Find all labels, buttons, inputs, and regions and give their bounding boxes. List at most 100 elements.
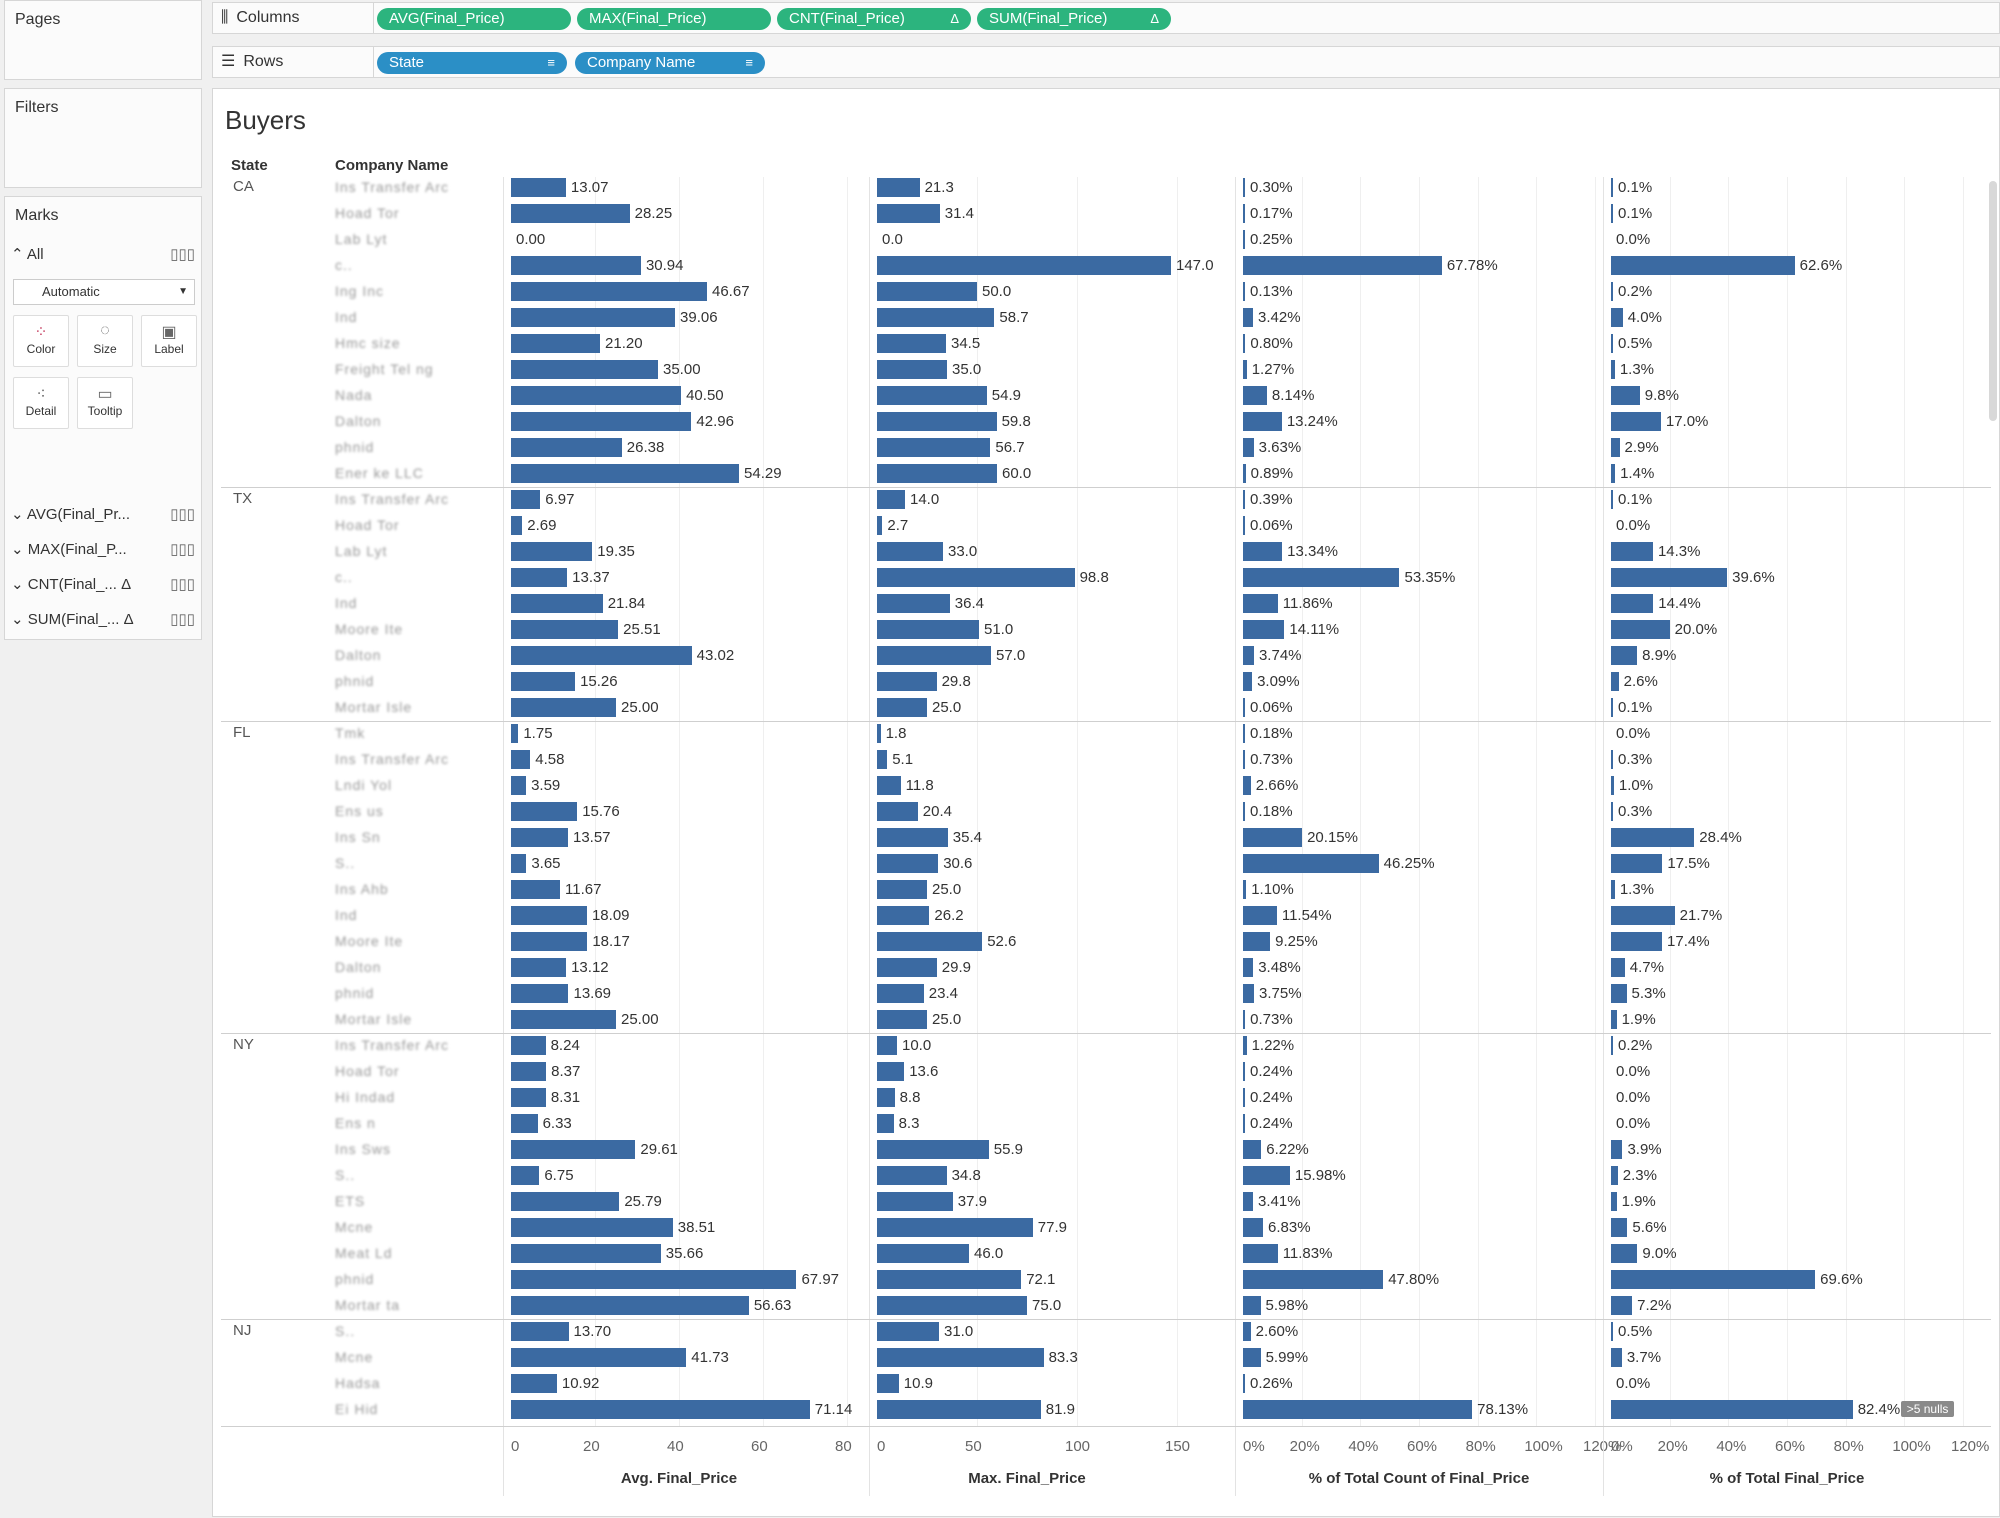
bar-max[interactable]: [877, 672, 937, 691]
bar-sum_pct[interactable]: [1611, 620, 1670, 639]
bar-avg[interactable]: [511, 1010, 616, 1029]
bar-avg[interactable]: [511, 490, 541, 509]
bar-max[interactable]: [877, 256, 1171, 275]
bar-sum_pct[interactable]: [1611, 906, 1675, 925]
bar-cnt_pct[interactable]: [1243, 516, 1245, 535]
bar-cnt_pct[interactable]: [1243, 724, 1245, 743]
bar-max[interactable]: [877, 646, 991, 665]
bar-max[interactable]: [877, 776, 901, 795]
bar-cnt_pct[interactable]: [1243, 1296, 1261, 1315]
bar-sum_pct[interactable]: [1611, 646, 1638, 665]
bar-max[interactable]: [877, 854, 939, 873]
bar-avg[interactable]: [511, 360, 658, 379]
bar-avg[interactable]: [511, 1296, 749, 1315]
bar-avg[interactable]: [511, 1192, 620, 1211]
bar-max[interactable]: [877, 880, 927, 899]
bar-max[interactable]: [877, 490, 905, 509]
bar-cnt_pct[interactable]: [1243, 958, 1254, 977]
bar-cnt_pct[interactable]: [1243, 1218, 1264, 1237]
bar-max[interactable]: [877, 1140, 989, 1159]
rows-shelf[interactable]: ☰ Rows State ≡ Company Name ≡: [212, 46, 2000, 78]
bar-avg[interactable]: [511, 334, 601, 353]
bar-avg[interactable]: [511, 308, 676, 327]
bar-avg[interactable]: [511, 542, 593, 561]
bar-sum_pct[interactable]: [1611, 932, 1663, 951]
bar-max[interactable]: [877, 958, 937, 977]
bar-cnt_pct[interactable]: [1243, 1010, 1246, 1029]
bar-sum_pct[interactable]: [1611, 568, 1728, 587]
bar-max[interactable]: [877, 386, 987, 405]
bar-avg[interactable]: [511, 854, 527, 873]
bar-sum_pct[interactable]: [1611, 1218, 1628, 1237]
bar-avg[interactable]: [511, 1270, 797, 1289]
column-pill-cnt[interactable]: CNT(Final_Price) Δ: [777, 8, 971, 30]
bar-avg[interactable]: [511, 802, 578, 821]
bar-cnt_pct[interactable]: [1243, 1036, 1247, 1055]
measure-avg-row[interactable]: ⌄ AVG(Final_Pr... ▯▯▯: [11, 505, 195, 523]
bar-cnt_pct[interactable]: [1243, 984, 1254, 1003]
pages-card[interactable]: Pages: [4, 0, 202, 80]
bar-cnt_pct[interactable]: [1243, 1322, 1251, 1341]
bar-max[interactable]: [877, 1088, 895, 1107]
bar-avg[interactable]: [511, 1218, 673, 1237]
bar-max[interactable]: [877, 516, 883, 535]
bar-max[interactable]: [877, 360, 947, 379]
bar-cnt_pct[interactable]: [1243, 1244, 1278, 1263]
bar-sum_pct[interactable]: [1611, 542, 1653, 561]
bar-max[interactable]: [877, 1322, 939, 1341]
bar-avg[interactable]: [511, 984, 569, 1003]
bar-cnt_pct[interactable]: [1243, 698, 1245, 717]
bar-cnt_pct[interactable]: [1243, 490, 1245, 509]
bar-max[interactable]: [877, 1062, 905, 1081]
bar-sum_pct[interactable]: [1611, 256, 1795, 275]
mark-type-select[interactable]: Automatic ▼: [13, 279, 195, 305]
bar-sum_pct[interactable]: [1611, 490, 1613, 509]
filters-card[interactable]: Filters: [4, 88, 202, 188]
bar-max[interactable]: [877, 1400, 1041, 1419]
marks-all-row[interactable]: ⌃ All ▯▯▯: [11, 245, 195, 263]
bar-max[interactable]: [877, 568, 1075, 587]
bar-avg[interactable]: [511, 204, 630, 223]
bar-avg[interactable]: [511, 438, 622, 457]
vertical-scrollbar[interactable]: [1989, 181, 1997, 421]
bar-cnt_pct[interactable]: [1243, 308, 1254, 327]
column-pill-max[interactable]: MAX(Final_Price): [577, 8, 771, 30]
bar-sum_pct[interactable]: [1611, 204, 1613, 223]
bar-sum_pct[interactable]: [1611, 308, 1623, 327]
bar-avg[interactable]: [511, 516, 523, 535]
color-button[interactable]: ⁘ Color: [13, 315, 69, 367]
bar-cnt_pct[interactable]: [1243, 1140, 1262, 1159]
bar-cnt_pct[interactable]: [1243, 646, 1254, 665]
bar-max[interactable]: [877, 1270, 1022, 1289]
bar-avg[interactable]: [511, 1140, 636, 1159]
bar-sum_pct[interactable]: [1611, 438, 1620, 457]
bar-max[interactable]: [877, 1296, 1027, 1315]
bar-sum_pct[interactable]: [1611, 1192, 1617, 1211]
bar-sum_pct[interactable]: [1611, 1166, 1618, 1185]
bar-sum_pct[interactable]: [1611, 776, 1614, 795]
bar-max[interactable]: [877, 594, 950, 613]
bar-sum_pct[interactable]: [1611, 984, 1627, 1003]
bar-avg[interactable]: [511, 386, 682, 405]
bar-cnt_pct[interactable]: [1243, 282, 1245, 301]
bar-cnt_pct[interactable]: [1243, 932, 1271, 951]
bar-cnt_pct[interactable]: [1243, 1114, 1245, 1133]
bar-max[interactable]: [877, 724, 881, 743]
bar-sum_pct[interactable]: [1611, 412, 1661, 431]
bar-cnt_pct[interactable]: [1243, 1270, 1384, 1289]
bar-max[interactable]: [877, 1192, 953, 1211]
bar-avg[interactable]: [511, 1322, 569, 1341]
row-pill-state[interactable]: State ≡: [377, 52, 567, 74]
bar-max[interactable]: [877, 282, 977, 301]
bar-sum_pct[interactable]: [1611, 672, 1619, 691]
bar-cnt_pct[interactable]: [1243, 1088, 1245, 1107]
bar-sum_pct[interactable]: [1611, 1036, 1613, 1055]
bar-max[interactable]: [877, 1218, 1033, 1237]
detail-button[interactable]: ⁖ Detail: [13, 377, 69, 429]
bar-avg[interactable]: [511, 828, 568, 847]
bar-sum_pct[interactable]: [1611, 698, 1613, 717]
measure-max-row[interactable]: ⌄ MAX(Final_P... ▯▯▯: [11, 540, 195, 558]
bar-avg[interactable]: [511, 1374, 557, 1393]
bar-avg[interactable]: [511, 776, 527, 795]
bar-cnt_pct[interactable]: [1243, 230, 1245, 249]
